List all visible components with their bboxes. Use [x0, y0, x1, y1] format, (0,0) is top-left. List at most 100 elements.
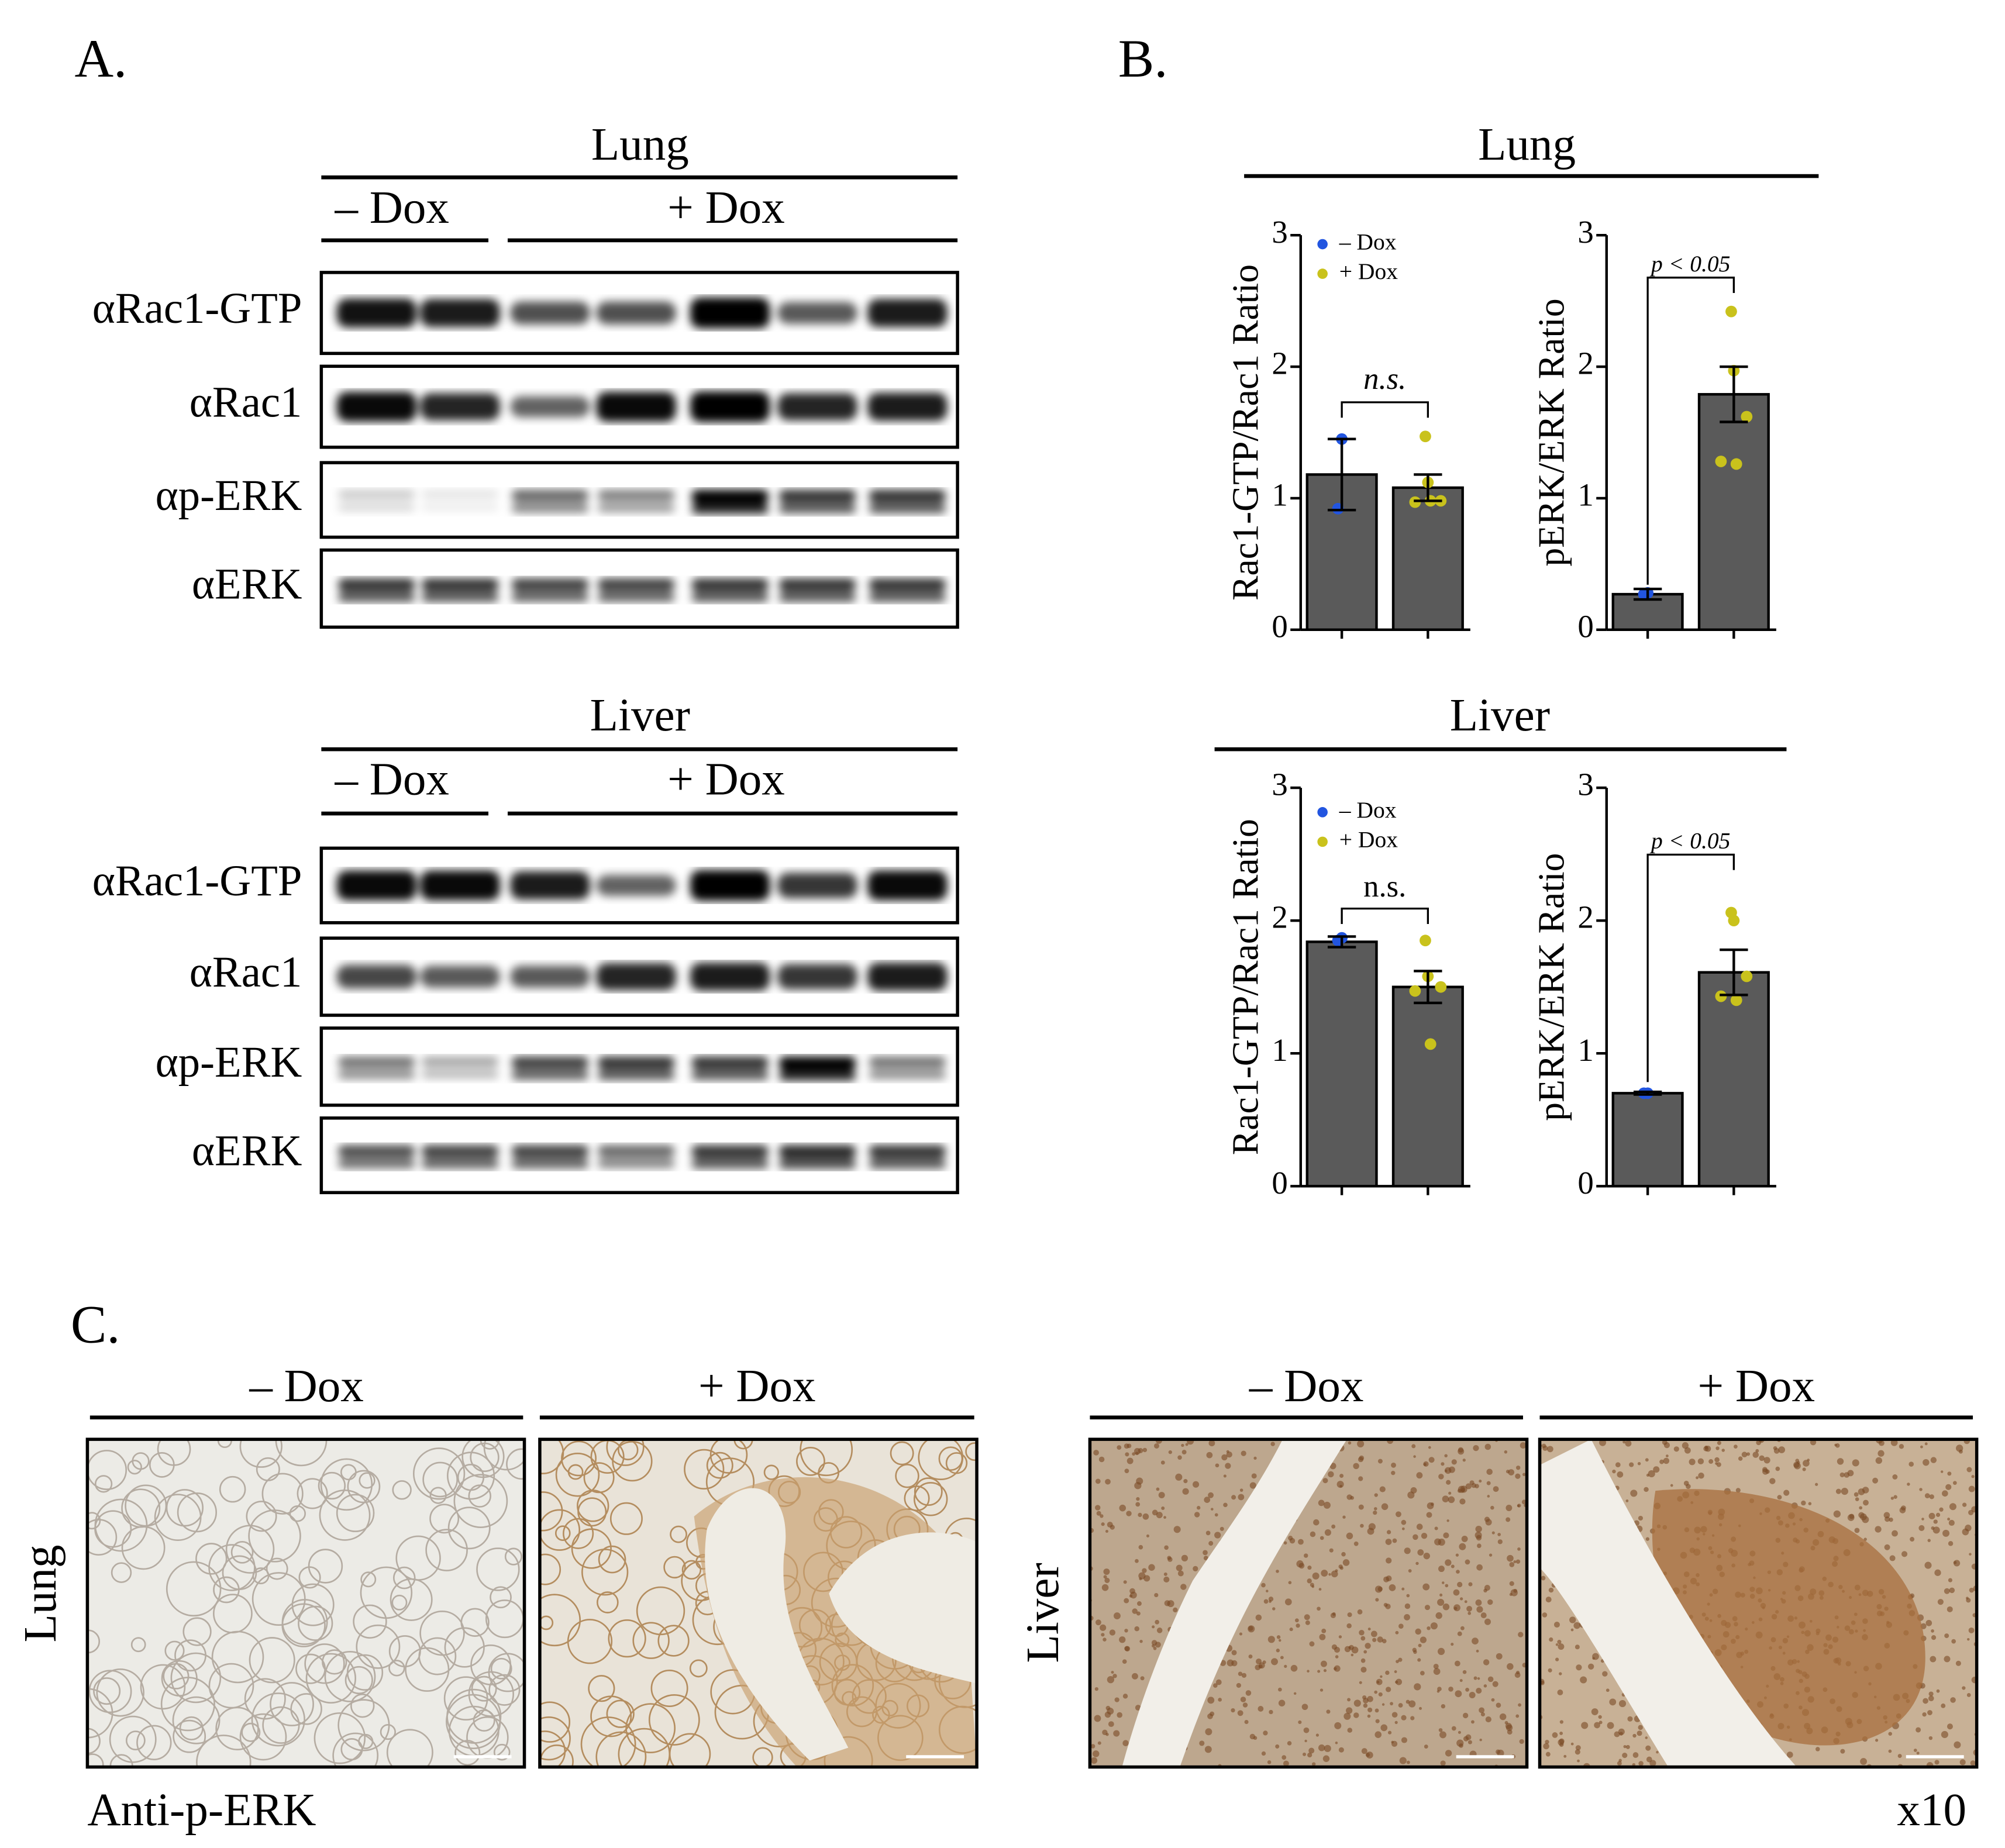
nucleus	[1343, 1712, 1351, 1720]
nucleus	[1515, 1559, 1521, 1564]
alveolus	[506, 1448, 525, 1480]
nucleus	[1475, 1599, 1482, 1606]
nucleus	[1136, 1601, 1142, 1606]
nucleus	[1173, 1526, 1181, 1533]
nucleus	[1304, 1739, 1307, 1743]
nucleus	[1105, 1530, 1108, 1533]
nucleus	[1944, 1633, 1949, 1639]
nucleus	[1370, 1630, 1377, 1637]
nucleus	[1094, 1715, 1101, 1722]
nucleus	[1473, 1676, 1477, 1680]
nucleus	[1368, 1523, 1376, 1530]
nucleus	[1928, 1691, 1934, 1697]
nucleus	[1559, 1672, 1562, 1675]
nucleus	[1253, 1736, 1258, 1740]
nucleus	[1907, 1482, 1910, 1486]
nucleus	[1442, 1495, 1449, 1502]
nucleus	[1334, 1667, 1337, 1671]
nucleus	[1311, 1762, 1316, 1766]
nucleus	[1193, 1566, 1198, 1572]
alveolus	[295, 1653, 326, 1684]
nucleus	[1966, 1598, 1971, 1603]
nucleus	[1439, 1731, 1446, 1739]
nucleus	[1947, 1723, 1953, 1730]
y-tick-label: 2	[1272, 899, 1287, 935]
nucleus	[1468, 1582, 1473, 1587]
nucleus	[1205, 1728, 1212, 1736]
nucleus	[1117, 1445, 1122, 1450]
nucleus	[1522, 1473, 1526, 1477]
nucleus	[1420, 1671, 1425, 1675]
band	[337, 1144, 415, 1158]
nucleus	[1163, 1576, 1170, 1583]
alveolus	[598, 1545, 626, 1574]
nucleus	[1138, 1572, 1146, 1580]
nucleus	[1606, 1688, 1610, 1692]
alveolus	[270, 1682, 314, 1726]
nucleus	[1346, 1707, 1353, 1714]
nucleus	[1734, 1444, 1738, 1449]
nucleus	[1841, 1488, 1848, 1495]
nucleus	[1433, 1668, 1441, 1675]
nucleus	[1271, 1658, 1278, 1666]
y-tick-label: 2	[1577, 346, 1593, 381]
nucleus	[1916, 1752, 1920, 1755]
nucleus	[1803, 1460, 1810, 1467]
alveolus	[195, 1543, 228, 1575]
nucleus	[1214, 1513, 1218, 1517]
nucleus	[1094, 1687, 1098, 1691]
nucleus	[1436, 1690, 1440, 1693]
nucleus	[1367, 1695, 1373, 1702]
alveolus	[196, 1735, 252, 1767]
nucleus	[1794, 1462, 1801, 1470]
nucleus	[1283, 1760, 1289, 1767]
nucleus	[1575, 1745, 1581, 1751]
band	[511, 489, 589, 502]
nucleus	[1919, 1488, 1923, 1491]
nucleus	[1479, 1707, 1485, 1713]
data-point	[1730, 994, 1742, 1006]
band	[511, 578, 589, 591]
nucleus	[1704, 1445, 1711, 1452]
nucleus	[1918, 1525, 1925, 1531]
band	[597, 1159, 675, 1168]
nucleus	[1889, 1555, 1896, 1561]
nucleus	[1663, 1457, 1670, 1464]
nucleus	[1927, 1539, 1931, 1542]
nucleus	[1208, 1492, 1214, 1498]
nucleus	[1942, 1490, 1948, 1497]
nucleus	[1491, 1698, 1495, 1702]
nucleus	[1298, 1539, 1304, 1545]
nucleus	[1152, 1625, 1155, 1629]
alveolus	[392, 1566, 416, 1590]
nucleus	[1272, 1607, 1276, 1611]
nucleus	[1382, 1703, 1385, 1706]
nucleus	[1543, 1743, 1549, 1750]
band	[867, 392, 948, 421]
y-tick-label: 2	[1272, 346, 1287, 381]
nucleus	[1324, 1529, 1331, 1536]
alveolus	[179, 1716, 204, 1741]
nucleus	[1464, 1600, 1467, 1604]
band	[777, 393, 857, 420]
nucleus	[1945, 1484, 1952, 1490]
band	[510, 871, 590, 900]
nucleus	[1542, 1445, 1548, 1451]
nucleus	[1916, 1727, 1921, 1733]
alveolus	[488, 1674, 521, 1706]
nucleus	[1440, 1760, 1446, 1766]
band	[869, 592, 946, 602]
nucleus	[1138, 1512, 1142, 1518]
nucleus	[1518, 1632, 1524, 1637]
band	[336, 391, 416, 422]
nucleus	[1359, 1629, 1365, 1636]
nucleus	[1317, 1606, 1321, 1611]
nucleus	[1860, 1758, 1867, 1765]
nucleus	[1491, 1531, 1495, 1535]
nucleus	[1665, 1454, 1669, 1457]
nucleus	[1358, 1504, 1364, 1510]
nucleus	[1962, 1686, 1966, 1690]
nucleus	[1645, 1736, 1648, 1739]
nucleus	[1471, 1720, 1475, 1724]
y-axis-label: Rac1-GTP/Rac1 Ratio	[1225, 264, 1266, 601]
